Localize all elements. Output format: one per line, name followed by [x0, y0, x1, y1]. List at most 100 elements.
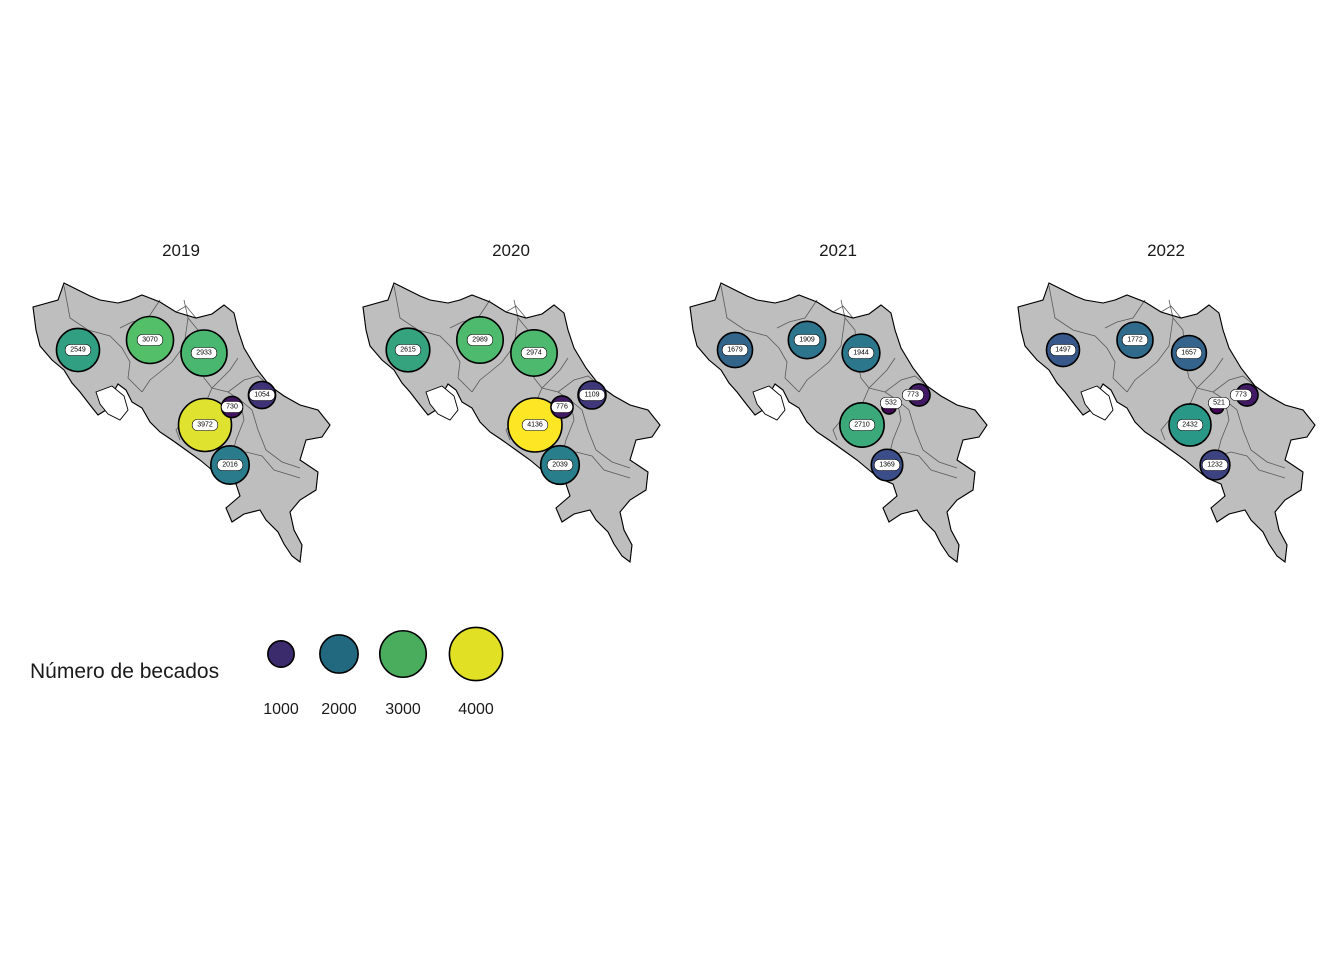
legend-title: Número de becados — [30, 660, 219, 683]
value-label-box — [1049, 344, 1077, 356]
province-border — [1212, 375, 1256, 393]
gulf-of-nicoya — [95, 385, 129, 421]
province-border — [175, 305, 197, 319]
panel-2021: 2021 1679 1909 1944 773 532 2710 1369 — [689, 241, 988, 564]
value-label: 1772 — [1127, 337, 1143, 344]
value-label-box — [578, 389, 606, 401]
value-label: 730 — [226, 404, 238, 411]
legend-label: 3000 — [385, 701, 421, 718]
value-label-box — [546, 459, 574, 471]
value-label: 3070 — [142, 337, 158, 344]
value-label-box — [1208, 397, 1230, 409]
panel-title: 2021 — [819, 241, 857, 260]
value-label: 2549 — [70, 347, 86, 354]
value-label-box — [873, 459, 901, 471]
value-label: 4136 — [527, 422, 543, 429]
value-label-box — [466, 334, 494, 346]
province-border — [63, 285, 143, 393]
value-label: 1109 — [584, 392, 599, 399]
value-label-box — [394, 344, 422, 356]
province-border — [1216, 451, 1286, 479]
province-border — [211, 387, 301, 469]
province-border — [1160, 305, 1182, 319]
panel-2022: 2022 1497 1772 1657 773 521 2432 1232 — [1017, 241, 1316, 564]
legend-label: 2000 — [321, 701, 357, 718]
map-panels: 2019254930702933105473039722016202026152… — [32, 241, 1316, 564]
legend-key-2000 — [319, 634, 359, 674]
legend-key-4000 — [448, 626, 504, 682]
province-border — [1172, 317, 1224, 389]
legend-label: 4000 — [458, 701, 494, 718]
value-label-box — [136, 334, 164, 346]
country-fill — [1017, 282, 1316, 563]
legend-keys: 1000 2000 3000 4000 — [263, 626, 504, 718]
panel-title: 2019 — [162, 241, 200, 260]
value-label-box — [191, 419, 219, 431]
legend-key-3000 — [378, 629, 428, 679]
value-label: 1679 — [727, 347, 743, 354]
province-border — [868, 387, 958, 469]
value-label-box — [216, 459, 244, 471]
legend-key-1000 — [267, 640, 295, 668]
value-label: 2933 — [196, 350, 212, 357]
value-label-box — [721, 344, 749, 356]
value-label: 773 — [907, 392, 919, 399]
value-label: 2016 — [222, 462, 238, 469]
value-label-box — [1175, 347, 1203, 359]
panel-title: 2022 — [1147, 241, 1185, 260]
value-label-box — [521, 419, 549, 431]
value-label-box — [221, 401, 243, 413]
value-label-box — [248, 389, 276, 401]
legend-label: 1000 — [263, 701, 299, 718]
value-label-box — [520, 347, 548, 359]
value-label: 2615 — [400, 347, 416, 354]
province-border — [1196, 387, 1286, 469]
value-label: 776 — [556, 404, 568, 411]
value-label: 2989 — [472, 337, 488, 344]
value-label: 773 — [1235, 392, 1247, 399]
value-label-box — [902, 389, 924, 401]
country-fill — [689, 282, 988, 563]
value-label: 1497 — [1055, 347, 1071, 354]
province-border — [884, 375, 928, 393]
value-label: 2974 — [526, 350, 542, 357]
value-label-box — [847, 347, 875, 359]
province-border — [393, 285, 473, 393]
province-border — [541, 387, 631, 469]
province-border — [776, 299, 818, 329]
province-border — [832, 305, 854, 319]
province-border — [1104, 299, 1146, 329]
value-label-box — [1176, 419, 1204, 431]
value-label-box — [793, 334, 821, 346]
value-label: 532 — [885, 400, 897, 407]
gulf-of-nicoya — [752, 385, 786, 421]
province-border — [505, 305, 527, 319]
value-label-box — [880, 397, 902, 409]
value-label: 2432 — [1182, 422, 1198, 429]
province-border — [1048, 285, 1128, 393]
value-label-box — [1230, 389, 1252, 401]
value-label-box — [64, 344, 92, 356]
panel-2020: 2020 2615 2989 2974 1109 776 4136 2039 — [362, 241, 661, 564]
value-label: 2710 — [854, 422, 870, 429]
panel-2019: 2019 2549 3070 2933 1054 730 3972 2016 — [32, 241, 331, 564]
gulf-of-nicoya — [425, 385, 459, 421]
value-label: 2039 — [552, 462, 568, 469]
value-label-box — [190, 347, 218, 359]
gulf-of-nicoya — [1080, 385, 1114, 421]
value-label: 1909 — [799, 337, 815, 344]
legend: Número de becados 1000 2000 3000 4000 — [30, 626, 504, 718]
value-label-box — [848, 419, 876, 431]
value-label: 1054 — [254, 392, 270, 399]
value-label: 1944 — [853, 350, 869, 357]
value-label: 1657 — [1181, 350, 1197, 357]
value-label: 1232 — [1207, 462, 1223, 469]
value-label-box — [551, 401, 573, 413]
value-label-box — [1121, 334, 1149, 346]
value-label: 3972 — [197, 422, 213, 429]
panel-title: 2020 — [492, 241, 530, 260]
value-label: 1369 — [879, 462, 895, 469]
province-border — [720, 285, 800, 393]
value-label: 521 — [1213, 400, 1225, 407]
